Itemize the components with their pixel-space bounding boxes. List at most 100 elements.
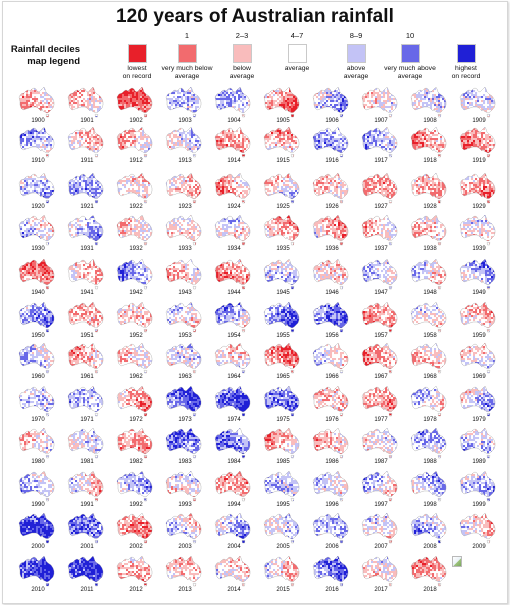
year-map: 1908	[408, 86, 452, 130]
year-label: 1997	[359, 502, 403, 508]
year-map: 1953	[163, 301, 207, 345]
australia-map	[67, 427, 104, 459]
year-label: 1957	[359, 333, 403, 339]
legend-item: average	[267, 44, 327, 73]
year-map: 2013	[163, 555, 207, 599]
australia-map	[312, 555, 349, 587]
australia-map	[18, 470, 55, 502]
australia-map	[214, 258, 251, 290]
year-map: 2007	[359, 512, 403, 556]
year-map: 1958	[408, 301, 452, 345]
year-label: 1941	[65, 290, 109, 296]
year-map: 1900	[16, 86, 60, 130]
year-label: 1974	[212, 417, 256, 423]
year-label: 1946	[310, 290, 354, 296]
year-map: 1996	[310, 470, 354, 514]
australia-map	[214, 385, 251, 417]
legend-item: lowest on record	[107, 44, 167, 81]
year-label: 1970	[16, 417, 60, 423]
year-label: 1901	[65, 118, 109, 124]
australia-map	[18, 555, 55, 587]
year-map: 1933	[163, 214, 207, 258]
year-map: 1922	[114, 172, 158, 216]
year-map: 1959	[457, 301, 501, 345]
legend-label: average	[267, 65, 327, 73]
australia-map	[263, 258, 300, 290]
year-label: 1992	[114, 502, 158, 508]
australia-map	[18, 86, 55, 118]
year-label: 1968	[408, 374, 452, 380]
australia-map	[67, 512, 104, 544]
australia-map	[312, 427, 349, 459]
year-label: 1909	[457, 118, 501, 124]
year-map: 1968	[408, 342, 452, 386]
year-label: 1966	[310, 374, 354, 380]
australia-map	[67, 86, 104, 118]
australia-map	[116, 427, 153, 459]
australia-map	[361, 126, 398, 158]
year-map: 1985	[261, 427, 305, 471]
australia-map	[410, 258, 447, 290]
year-label: 1906	[310, 118, 354, 124]
year-map: 1948	[408, 258, 452, 302]
year-map: 1987	[359, 427, 403, 471]
year-label: 1930	[16, 246, 60, 252]
australia-map	[459, 512, 496, 544]
year-map: 1915	[261, 126, 305, 170]
broken-image-icon	[452, 556, 462, 567]
australia-map	[214, 126, 251, 158]
year-map: 1977	[359, 385, 403, 429]
year-map: 1941	[65, 258, 109, 302]
australia-map	[263, 427, 300, 459]
year-label: 1932	[114, 246, 158, 252]
year-map: 1954	[212, 301, 256, 345]
year-map: 1993	[163, 470, 207, 514]
year-map: 1961	[65, 342, 109, 386]
year-label: 1963	[163, 374, 207, 380]
year-map: 1986	[310, 427, 354, 471]
year-label: 1905	[261, 118, 305, 124]
legend-group-label: 10	[380, 31, 440, 40]
year-map: 1991	[65, 470, 109, 514]
australia-map	[459, 214, 496, 246]
year-map: 1978	[408, 385, 452, 429]
year-label: 1954	[212, 333, 256, 339]
year-label: 2003	[163, 544, 207, 550]
year-map: 1914	[212, 126, 256, 170]
australia-map	[263, 172, 300, 204]
year-label: 1949	[457, 290, 501, 296]
year-map: 1918	[408, 126, 452, 170]
year-map: 1971	[65, 385, 109, 429]
australia-map	[165, 86, 202, 118]
legend-label: highest on record	[436, 65, 496, 81]
year-label: 2016	[310, 587, 354, 593]
year-map: 2003	[163, 512, 207, 556]
year-map: 2016	[310, 555, 354, 599]
australia-map	[459, 385, 496, 417]
legend-item: highest on record	[436, 44, 496, 81]
year-label: 1990	[16, 502, 60, 508]
year-label: 1969	[457, 374, 501, 380]
australia-map	[263, 214, 300, 246]
year-map: 2006	[310, 512, 354, 556]
year-label: 1996	[310, 502, 354, 508]
year-label: 1902	[114, 118, 158, 124]
year-map: 2008	[408, 512, 452, 556]
legend-group-label: 4–7	[267, 31, 327, 40]
australia-map	[410, 126, 447, 158]
year-label: 1951	[65, 333, 109, 339]
year-label: 2013	[163, 587, 207, 593]
australia-map	[459, 126, 496, 158]
year-map: 2010	[16, 555, 60, 599]
year-label: 1972	[114, 417, 158, 423]
year-label: 1976	[310, 417, 354, 423]
year-map: 2011	[65, 555, 109, 599]
year-label: 1910	[16, 158, 60, 164]
australia-map	[214, 512, 251, 544]
australia-map	[214, 214, 251, 246]
year-label: 1940	[16, 290, 60, 296]
year-map: 1936	[310, 214, 354, 258]
year-map: 1988	[408, 427, 452, 471]
year-map: 1913	[163, 126, 207, 170]
australia-map	[410, 385, 447, 417]
